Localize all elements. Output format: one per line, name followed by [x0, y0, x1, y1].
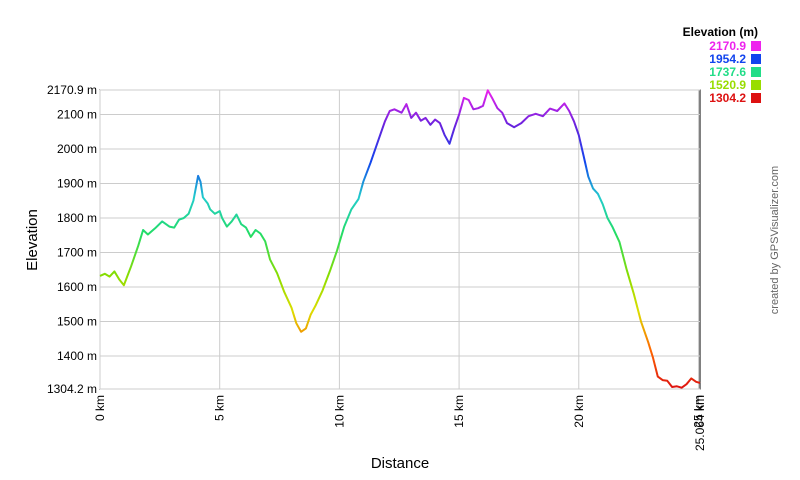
y-axis-ticks: 1304.2 m 1400 m 1500 m 1600 m 1700 m 1800 m 19…: [47, 83, 97, 396]
legend-swatch: [751, 80, 761, 90]
legend-value: 2170.9: [709, 39, 746, 53]
y-tick-label: 2100 m: [57, 107, 97, 121]
x-tick-label: 10 km: [332, 395, 346, 428]
legend-value: 1520.9: [709, 78, 746, 92]
y-axis-title: Elevation: [24, 209, 41, 271]
y-tick-label: 1304.2 m: [47, 382, 97, 396]
y-tick-label: 2000 m: [57, 142, 97, 156]
y-tick-label: 1500 m: [57, 314, 97, 328]
y-tick-label: 1600 m: [57, 280, 97, 294]
x-tick-label: 0 km: [93, 395, 107, 421]
y-tick-label: 2170.9 m: [47, 83, 97, 97]
y-tick-label: 1900 m: [57, 176, 97, 190]
x-tick-label: 5 km: [213, 395, 227, 421]
legend-swatch: [751, 41, 761, 51]
legend-value: 1737.6: [709, 65, 746, 79]
y-tick-label: 1400 m: [57, 349, 97, 363]
elevation-profile: [99, 89, 701, 389]
legend-value: 1304.2: [709, 91, 746, 105]
x-tick-label: 15 km: [452, 395, 466, 428]
y-tick-label: 1700 m: [57, 245, 97, 259]
legend-title: Elevation (m): [683, 25, 758, 39]
legend-swatch: [751, 93, 761, 103]
legend-swatch: [751, 54, 761, 64]
legend-value: 1954.2: [709, 52, 746, 66]
y-tick-label: 1800 m: [57, 211, 97, 225]
elevation-line: [99, 89, 701, 389]
x-tick-label: 20 km: [572, 395, 586, 428]
x-axis-title: Distance: [371, 455, 429, 472]
legend-swatch: [751, 67, 761, 77]
x-tick-label: 25 km: [691, 395, 705, 428]
credit-text: created by GPSVisualizer.com: [769, 166, 781, 314]
x-tick-label: 25.064 km: [693, 395, 707, 451]
plot-area: [99, 89, 701, 390]
